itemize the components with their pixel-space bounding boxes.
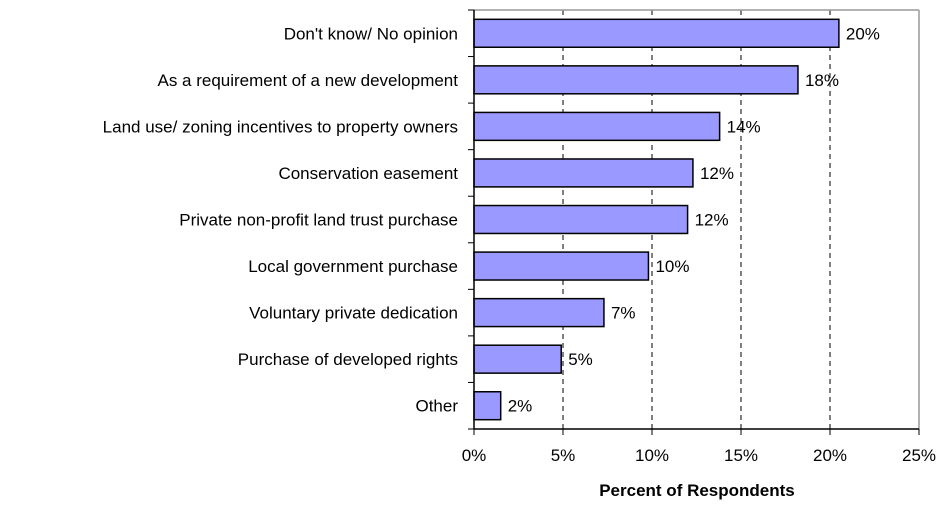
category-label-6: Local government purchase (248, 257, 458, 276)
data-label-8: 5% (568, 350, 593, 369)
data-label-9: 2% (508, 397, 533, 416)
axes (468, 9, 920, 435)
bar-9 (473, 391, 502, 421)
data-label-5: 12% (695, 211, 729, 230)
bars (473, 18, 840, 421)
bar-4 (473, 158, 694, 188)
x-tick-label-4: 20% (813, 446, 847, 465)
category-label-4: Conservation easement (278, 164, 458, 183)
x-tick-label-2: 10% (635, 446, 669, 465)
x-axis-title: Percent of Respondents (599, 481, 795, 500)
data-label-1: 20% (846, 24, 880, 43)
x-tick-label-1: 5% (551, 446, 576, 465)
labels: Don't know/ No opinion 20% As a requiremen… (103, 24, 936, 465)
category-label-3: Land use/ zoning incentives to property … (103, 117, 458, 136)
data-label-4: 12% (700, 164, 734, 183)
category-label-5: Private non-profit land trust purchase (179, 211, 458, 230)
x-tick-label-5: 25% (902, 446, 936, 465)
data-label-2: 18% (805, 71, 839, 90)
bar-1 (473, 18, 840, 48)
x-tick-label-0: 0% (462, 446, 487, 465)
bar-8 (473, 344, 562, 374)
bar-7 (473, 297, 605, 328)
category-label-7: Voluntary private dedication (249, 304, 458, 323)
data-label-7: 7% (611, 304, 636, 323)
category-label-8: Purchase of developed rights (238, 350, 458, 369)
bar-6 (473, 251, 650, 281)
x-tick-label-3: 15% (724, 446, 758, 465)
bar-3 (473, 111, 721, 142)
data-label-6: 10% (655, 257, 689, 276)
category-label-9: Other (415, 397, 458, 416)
bar-5 (473, 204, 689, 235)
category-label-2: As a requirement of a new development (157, 71, 458, 90)
bar-2 (473, 65, 799, 95)
category-label-1: Don't know/ No opinion (284, 24, 458, 43)
data-label-3: 14% (727, 117, 761, 136)
